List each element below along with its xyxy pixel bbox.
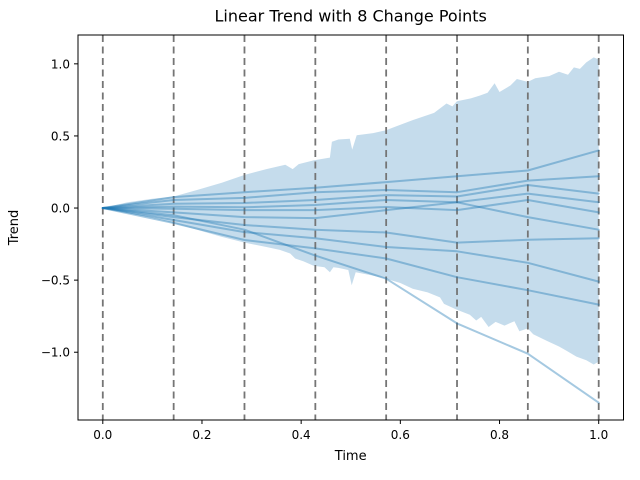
trend-sample-8-line xyxy=(101,207,600,283)
trend-sample-1-line xyxy=(101,149,600,209)
trend-sample-5-line xyxy=(101,199,600,214)
trend-sample-6-line xyxy=(101,201,600,231)
trend-sample-7-line xyxy=(101,207,600,244)
plot-area-border xyxy=(77,34,624,421)
y-tick-label: −1.0 xyxy=(41,346,70,360)
trend-sample-2-line xyxy=(101,175,600,209)
y-tick-label: −0.5 xyxy=(41,274,70,288)
x-axis-label: Time xyxy=(334,449,367,464)
y-tick-label: 1.0 xyxy=(51,57,70,71)
changepoint-layer xyxy=(101,35,600,420)
y-tick-label: 0.5 xyxy=(51,129,70,143)
y-axis-label: Trend xyxy=(7,210,22,247)
y-tick-label: 0.0 xyxy=(51,202,70,216)
band-layer xyxy=(102,57,599,365)
trend-sample-4-line xyxy=(101,192,600,209)
confidence-band xyxy=(102,57,599,365)
tick-layer: 0.0 0.2 0.4 0.6 0.8 1.0 1.0 0.5 0.0 −0.5 −1.0 xyxy=(41,57,608,442)
x-tick-label: 0.2 xyxy=(192,428,211,442)
trend-sample-9-line xyxy=(101,207,600,306)
x-tick-label: 0.8 xyxy=(490,428,509,442)
x-tick-label: 0.6 xyxy=(391,428,410,442)
x-tick-label: 0.0 xyxy=(93,428,112,442)
trend-sample-3-line xyxy=(101,184,600,209)
x-tick-label: 1.0 xyxy=(589,428,608,442)
series-layer xyxy=(101,149,600,404)
x-tick-label: 0.4 xyxy=(292,428,311,442)
trend-sample-10-line xyxy=(101,207,600,404)
chart-title: Linear Trend with 8 Change Points xyxy=(215,7,487,26)
